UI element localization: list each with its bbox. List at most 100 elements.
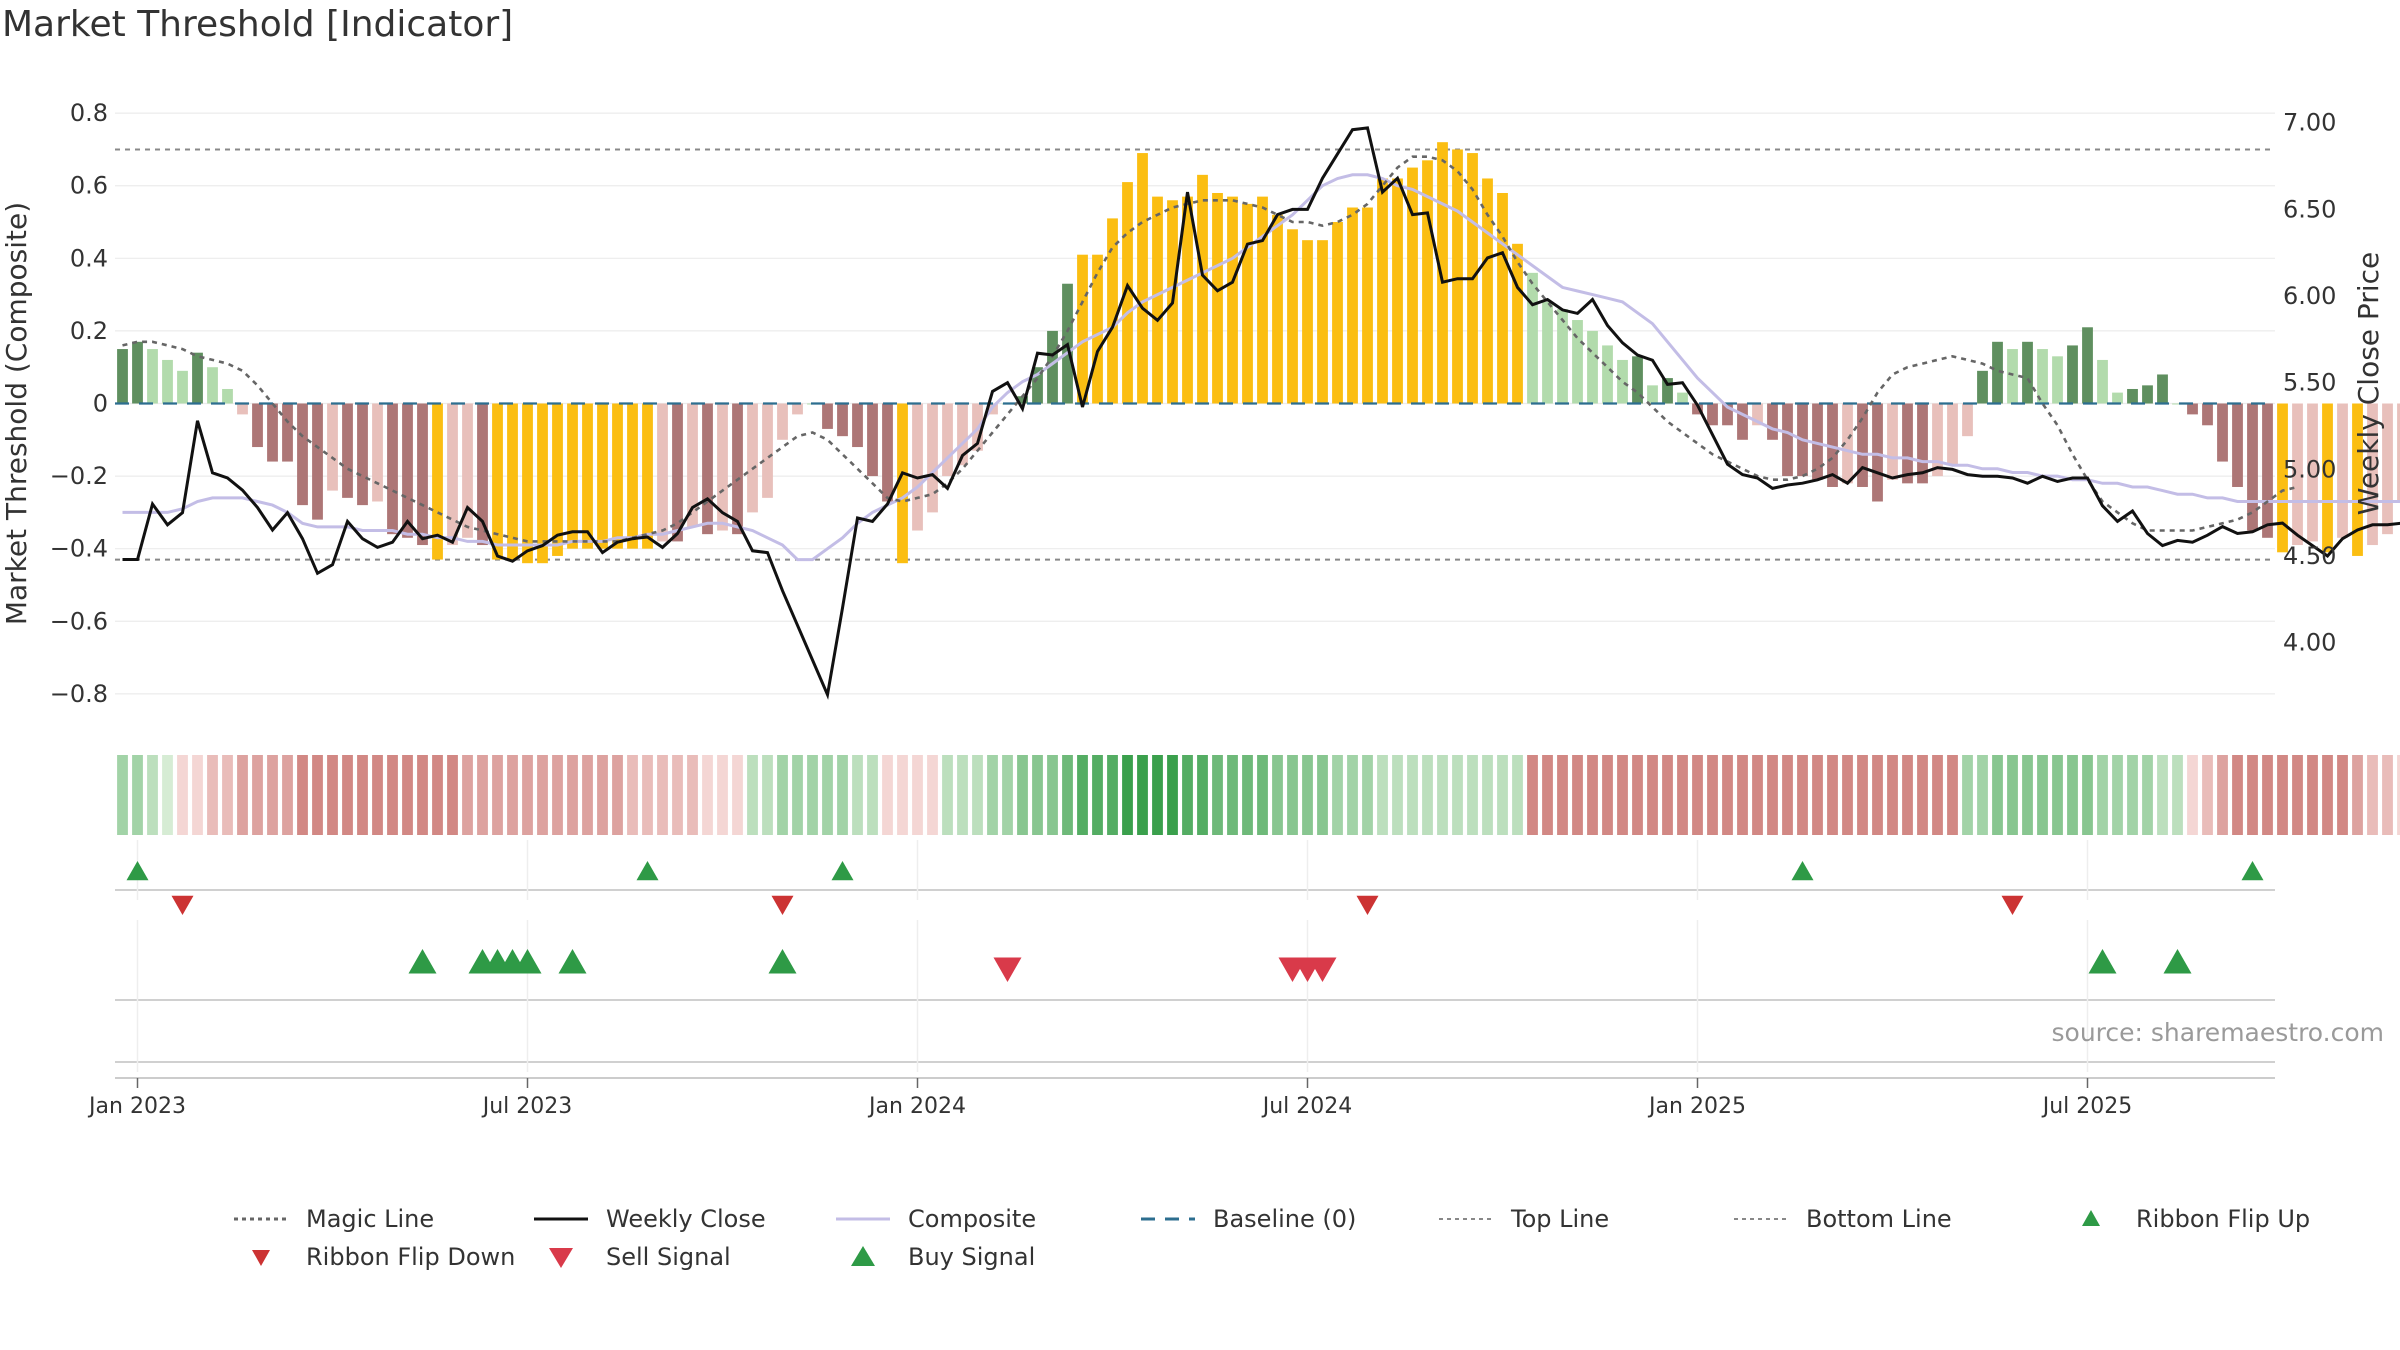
ribbon-cell bbox=[1887, 755, 1898, 835]
ribbon-cell bbox=[312, 755, 323, 835]
histogram-bar bbox=[417, 403, 428, 546]
ribbon-cell bbox=[1002, 755, 1013, 835]
histogram-bar bbox=[267, 403, 278, 462]
left-tick-label: 0.2 bbox=[70, 317, 108, 345]
histogram-bar bbox=[642, 403, 653, 549]
ribbon-cell bbox=[1347, 755, 1358, 835]
histogram-bar bbox=[1242, 203, 1253, 404]
ribbon-cell bbox=[672, 755, 683, 835]
histogram-bar bbox=[1437, 142, 1448, 404]
histogram-bar bbox=[1302, 240, 1313, 404]
histogram-bar bbox=[357, 403, 368, 506]
histogram-bar bbox=[1407, 167, 1418, 404]
histogram-bar bbox=[1692, 403, 1703, 415]
histogram-bar bbox=[477, 403, 488, 546]
ribbon-cell bbox=[327, 755, 338, 835]
ribbon-cell bbox=[1287, 755, 1298, 835]
ribbon-cell bbox=[1227, 755, 1238, 835]
ribbon-cell bbox=[192, 755, 203, 835]
chart-title: Market Threshold [Indicator] bbox=[2, 4, 514, 45]
weekly-close-line bbox=[122, 126, 2400, 700]
ribbon-cell bbox=[1632, 755, 1643, 835]
legend-symbol-composite bbox=[832, 1206, 894, 1232]
histogram-bar bbox=[1572, 320, 1583, 404]
ribbon-cell bbox=[2082, 755, 2093, 835]
ribbon-cell bbox=[597, 755, 608, 835]
histogram-bar bbox=[1527, 272, 1538, 404]
histogram-bar bbox=[2277, 403, 2288, 553]
histogram-bar bbox=[507, 403, 518, 560]
histogram-bar bbox=[897, 403, 908, 564]
series-lines bbox=[115, 126, 2400, 700]
ribbon-cell bbox=[1122, 755, 1133, 835]
ribbon-cell bbox=[567, 755, 578, 835]
ribbon-cell bbox=[1362, 755, 1373, 835]
ribbon-cell bbox=[1857, 755, 1868, 835]
histogram-bar bbox=[1962, 403, 1973, 437]
ribbon-cell bbox=[1482, 755, 1493, 835]
histogram-bar bbox=[2337, 403, 2348, 538]
histogram-bar bbox=[1212, 192, 1223, 404]
ribbon-cell bbox=[447, 755, 458, 835]
histogram-bar bbox=[1887, 403, 1898, 480]
left-tick-label: 0.8 bbox=[70, 99, 108, 127]
legend-label: Ribbon Flip Down bbox=[306, 1243, 516, 1271]
ribbon-cell bbox=[1842, 755, 1853, 835]
ribbon-cell bbox=[1332, 755, 1343, 835]
histogram-bar bbox=[2097, 359, 2108, 404]
histogram-bar bbox=[2127, 388, 2138, 404]
buy-signal-marker bbox=[768, 949, 797, 974]
threshold-lines bbox=[115, 148, 2275, 561]
histogram-bar bbox=[2307, 403, 2318, 542]
histogram-bar bbox=[1137, 153, 1148, 404]
composite-line bbox=[122, 173, 2400, 562]
source-credit: source: sharemaestro.com bbox=[2051, 1018, 2385, 1047]
ribbon-cell bbox=[492, 755, 503, 835]
histogram-bar bbox=[2367, 403, 2378, 546]
legend-label: Magic Line bbox=[306, 1205, 435, 1233]
left-axis-title: Market Threshold (Composite) bbox=[0, 202, 33, 625]
histogram-bar bbox=[2112, 392, 2123, 404]
histogram-bar bbox=[657, 403, 668, 542]
ribbon-cell bbox=[1497, 755, 1508, 835]
histogram-bar bbox=[687, 403, 698, 527]
histogram-bar bbox=[1677, 392, 1688, 404]
histogram-bar bbox=[1317, 240, 1328, 404]
ribbon-cell bbox=[432, 755, 443, 835]
ribbon-cell bbox=[807, 755, 818, 835]
legend-item-ribbon-flip-up: Ribbon Flip Up bbox=[2060, 1205, 2310, 1233]
legend-item-ribbon-flip-down: Ribbon Flip Down bbox=[230, 1243, 515, 1271]
histogram-bar bbox=[2022, 341, 2033, 404]
histogram-bar bbox=[1392, 178, 1403, 404]
ribbon-cell bbox=[417, 755, 428, 835]
histogram-bar bbox=[1812, 403, 1823, 480]
ribbon-cell bbox=[1512, 755, 1523, 835]
sell-signal-marker bbox=[1308, 957, 1337, 982]
ribbon-cell bbox=[2037, 755, 2048, 835]
ribbon-cell bbox=[1917, 755, 1928, 835]
magic-line bbox=[122, 155, 2298, 543]
histogram-bar bbox=[522, 403, 533, 564]
histogram-bar bbox=[147, 349, 158, 404]
ribbon-flip-up-marker bbox=[2241, 861, 2264, 881]
ribbon-cell bbox=[2022, 755, 2033, 835]
histogram-bar bbox=[1182, 196, 1193, 404]
histogram-bar bbox=[2382, 403, 2393, 535]
ribbon-cell bbox=[1047, 755, 1058, 835]
legend-symbol-bottom-line bbox=[1730, 1206, 1792, 1232]
legend-symbol-ribbon-flip-up bbox=[2060, 1206, 2122, 1232]
buy-signal-marker bbox=[2088, 949, 2117, 974]
ribbon-cell bbox=[1317, 755, 1328, 835]
ribbon-cell bbox=[642, 755, 653, 835]
histogram-bar bbox=[1287, 229, 1298, 404]
histogram-bar bbox=[537, 403, 548, 564]
left-tick-label: 0 bbox=[93, 390, 108, 418]
left-tick-label: −0.4 bbox=[50, 535, 108, 563]
ribbon-cell bbox=[1767, 755, 1778, 835]
histogram-bar bbox=[957, 403, 968, 466]
ribbon-cell bbox=[1977, 755, 1988, 835]
histogram-bar bbox=[702, 403, 713, 535]
ribbon-cell bbox=[237, 755, 248, 835]
ribbon-cell bbox=[477, 755, 488, 835]
ribbon-cell bbox=[897, 755, 908, 835]
